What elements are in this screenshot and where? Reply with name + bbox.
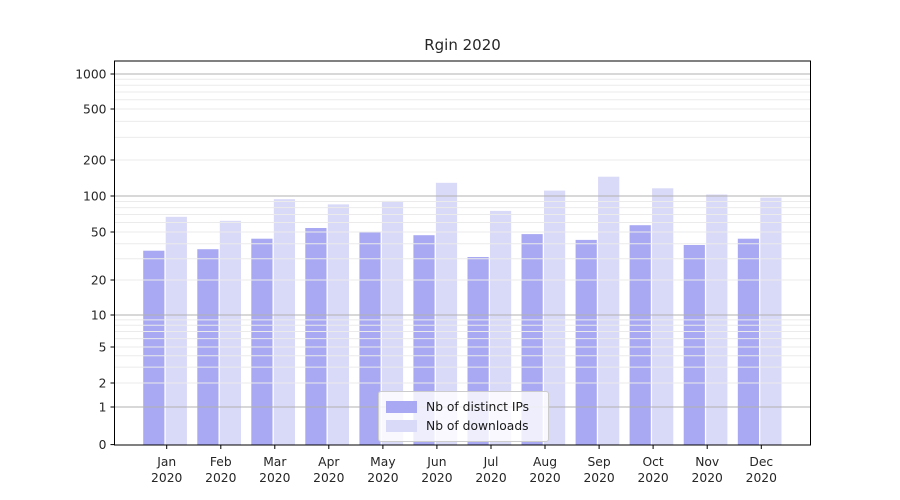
bar-downloads-sep xyxy=(598,176,620,445)
downloads-swatch xyxy=(386,419,417,432)
x-tick-label-year-dec: 2020 xyxy=(746,471,777,485)
bar-downloads-apr xyxy=(327,204,349,445)
y-tick-label-10: 10 xyxy=(91,308,107,322)
x-tick-label-year-mar: 2020 xyxy=(259,471,290,485)
x-tick-label-year-jan: 2020 xyxy=(151,471,182,485)
x-tick-label-year-sep: 2020 xyxy=(583,471,614,485)
distinct-ips-swatch xyxy=(386,400,417,413)
bar-downloads-aug xyxy=(544,190,566,445)
y-tick-label-500: 500 xyxy=(83,102,106,116)
bar-distinct-ips-mar xyxy=(251,238,273,445)
bar-downloads-may xyxy=(381,200,404,445)
legend: Nb of distinct IPs Nb of downloads xyxy=(378,391,549,442)
x-tick-label-year-jun: 2020 xyxy=(421,471,452,485)
x-tick-label-month-oct: Oct xyxy=(642,455,663,469)
x-tick-label-month-jun: Jun xyxy=(426,455,446,469)
chart-title: Rgin 2020 xyxy=(424,36,501,54)
y-tick-label-200: 200 xyxy=(83,153,106,167)
y-tick-label-1: 1 xyxy=(99,400,107,414)
bar-distinct-ips-dec xyxy=(737,238,759,445)
bar-distinct-ips-oct xyxy=(629,225,651,445)
y-tick-label-2: 2 xyxy=(99,376,107,390)
x-tick-label-year-jul: 2020 xyxy=(475,471,506,485)
x-tick-label-year-feb: 2020 xyxy=(205,471,236,485)
bar-downloads-jan xyxy=(165,216,187,445)
y-tick-label-20: 20 xyxy=(91,273,107,287)
legend-row-downloads: Nb of downloads xyxy=(386,416,541,435)
x-tick-label-month-aug: Aug xyxy=(533,455,557,469)
bar-distinct-ips-sep xyxy=(575,239,597,445)
y-tick-label-1000: 1000 xyxy=(75,67,106,81)
x-tick-label-month-dec: Dec xyxy=(749,455,773,469)
x-tick-label-month-jan: Jan xyxy=(156,455,176,469)
x-tick-label-month-nov: Nov xyxy=(695,455,719,469)
bar-downloads-jun xyxy=(435,182,458,445)
y-tick-label-50: 50 xyxy=(91,225,107,239)
bar-distinct-ips-jan xyxy=(143,250,165,445)
x-tick-label-year-oct: 2020 xyxy=(637,471,668,485)
legend-label-distinct-ips: Nb of distinct IPs xyxy=(426,399,530,414)
y-tick-label-100: 100 xyxy=(83,189,106,203)
x-tick-label-month-feb: Feb xyxy=(210,455,232,469)
x-tick-label-year-aug: 2020 xyxy=(529,471,560,485)
bar-downloads-feb xyxy=(219,220,241,445)
x-tick-label-month-jul: Jul xyxy=(483,455,499,469)
bar-distinct-ips-nov xyxy=(683,245,705,445)
x-tick-label-month-may: May xyxy=(370,455,395,469)
x-tick-label-month-mar: Mar xyxy=(263,455,287,469)
y-tick-label-0: 0 xyxy=(99,438,107,452)
bar-downloads-jul xyxy=(490,210,512,445)
x-tick-label-month-sep: Sep xyxy=(588,455,611,469)
x-tick-label-year-apr: 2020 xyxy=(313,471,344,485)
x-tick-label-year-may: 2020 xyxy=(367,471,398,485)
legend-row-distinct-ips: Nb of distinct IPs xyxy=(386,397,541,416)
bar-downloads-oct xyxy=(652,188,674,445)
legend-label-downloads: Nb of downloads xyxy=(426,418,529,433)
bar-downloads-mar xyxy=(273,199,295,445)
y-tick-label-5: 5 xyxy=(99,340,107,354)
bar-distinct-ips-apr xyxy=(305,228,327,445)
x-tick-label-month-apr: Apr xyxy=(318,455,340,469)
x-tick-label-year-nov: 2020 xyxy=(692,471,723,485)
plot-border xyxy=(114,60,811,446)
